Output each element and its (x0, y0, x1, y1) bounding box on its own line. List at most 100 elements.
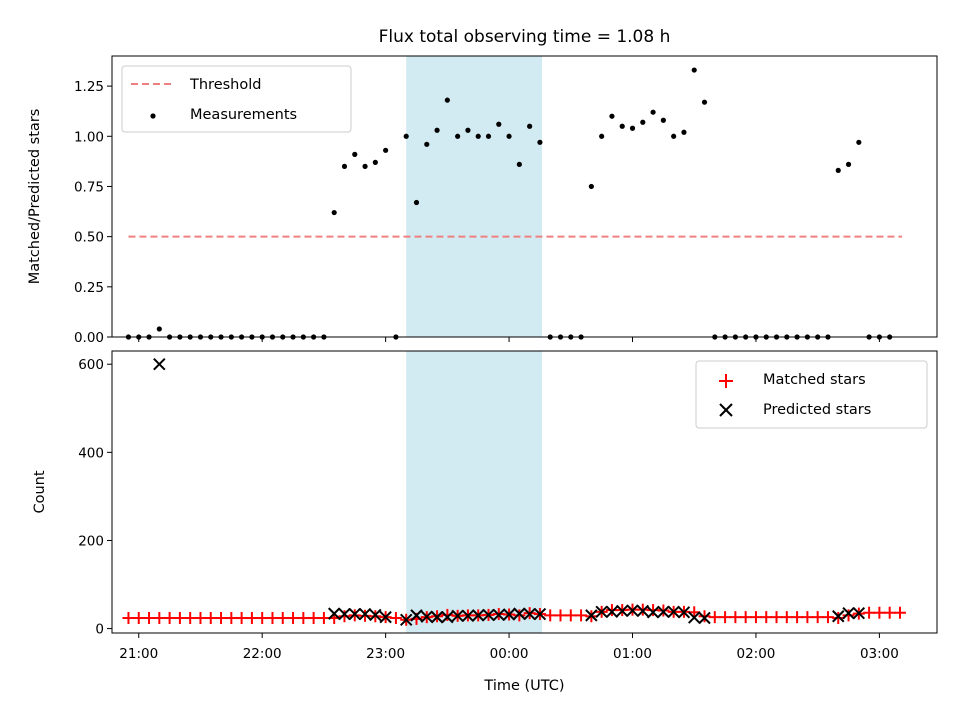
counts-y-ticks: 0 200 400 600 (78, 357, 112, 638)
x-tick-label: 22:00 (243, 646, 282, 662)
x-b (492, 608, 505, 622)
measurement-point (660, 117, 666, 123)
x-b (327, 607, 341, 620)
predicted-star-point (585, 609, 598, 622)
measurement-point (845, 161, 852, 167)
matched-star-point (307, 612, 320, 625)
matched-star-point (647, 604, 660, 617)
measurement-point (701, 99, 708, 105)
measurement-point (681, 129, 687, 135)
predicted-star-point (595, 605, 608, 619)
predicted-star-point (657, 605, 670, 619)
predicted-star-point (533, 607, 547, 621)
predicted-star-point (410, 609, 423, 622)
measurement-point (640, 119, 646, 125)
measurement-point (599, 133, 605, 139)
matched-star-point (225, 612, 238, 625)
matched-star-point (389, 612, 402, 625)
ratio-y-axis-label: Matched/Predicted stars (27, 109, 43, 285)
predicted-star-point (502, 608, 516, 621)
predicted-star-point (698, 611, 711, 625)
measurements-legend-label: Measurements (190, 107, 297, 123)
matched-star-point (276, 612, 289, 625)
predicted-star-point (482, 608, 495, 622)
ratio-legend-box (121, 65, 352, 133)
x-b (379, 610, 392, 624)
counts-legend-box (695, 360, 928, 429)
predicted-star-point (646, 606, 660, 619)
measurement-point (856, 139, 862, 145)
ratio-panel: 0.00 0.25 0.50 0.75 1.00 1.25 Flux total obse… (27, 27, 938, 346)
matched-star-point (749, 611, 762, 624)
shaded-interval (406, 56, 542, 337)
matched-star-point (163, 612, 176, 625)
measurement-point (671, 133, 677, 139)
measurement-point (362, 163, 368, 169)
x-b (626, 604, 639, 617)
matched-star-point (760, 611, 773, 624)
predicted-star-point (626, 604, 639, 617)
measurement-point (444, 97, 450, 103)
matched-star-point (770, 611, 783, 624)
ratio-shaded-region (406, 56, 542, 337)
counts-panel-frame (111, 350, 938, 634)
chart-title: Flux total observing time = 1.08 h (379, 27, 671, 47)
matched-star-point (842, 609, 855, 622)
matched-star-point (317, 612, 330, 625)
x-b (585, 609, 598, 622)
ratio-panel-frame (111, 55, 938, 338)
x-tick-label: 02:00 (736, 646, 775, 662)
measurement-point (403, 133, 409, 139)
x-b (338, 607, 351, 621)
measurement-point (835, 167, 841, 174)
x-b (369, 608, 382, 622)
matched-star-point (883, 606, 896, 619)
ratio-x-ticks (138, 337, 880, 342)
predicted-stars-legend-swatch (719, 403, 733, 417)
matched-star-point (708, 611, 721, 624)
matched-star-point (791, 611, 804, 624)
matched-star-point (441, 608, 454, 621)
x-b (461, 609, 475, 623)
y-tick-label: 0.00 (74, 330, 104, 346)
matched-stars-legend-swatch (719, 374, 733, 388)
x-b (420, 610, 433, 623)
x-tick-label: 03:00 (860, 646, 899, 662)
measurement-point (588, 183, 594, 190)
predicted-star-point (348, 607, 361, 621)
y-tick-label: 600 (78, 357, 104, 373)
x-tick-label: 01:00 (613, 646, 652, 662)
matched-star-point (873, 606, 886, 619)
x-b (472, 609, 485, 622)
predicted-star-point (616, 604, 629, 618)
matched-star-point (338, 610, 351, 623)
measurement-point (465, 127, 471, 133)
matched-star-point (605, 604, 618, 617)
predicted-star-point (605, 605, 619, 619)
measurement-point (516, 161, 522, 167)
x-b (358, 607, 372, 621)
x-b (399, 613, 413, 626)
x-b (513, 607, 526, 620)
shaded-interval (406, 351, 542, 633)
measurement-point (537, 139, 543, 145)
x-b (502, 608, 516, 621)
matched-star-point (204, 612, 217, 625)
x-b (832, 610, 845, 623)
matched-star-point (729, 611, 742, 624)
predicted-star-point (636, 604, 650, 618)
predicted-star-point (667, 605, 680, 619)
x-b (677, 606, 691, 619)
measurement-point (609, 113, 615, 119)
y-tick-label: 1.00 (74, 129, 104, 145)
matched-star-point (359, 609, 372, 622)
predicted-star-point (369, 608, 382, 622)
predicted-star-point (379, 610, 392, 624)
matched-stars-series (122, 603, 906, 626)
measurement-point (485, 133, 492, 139)
ratio-y-ticks: 0.00 0.25 0.50 0.75 1.00 1.25 (74, 79, 112, 346)
predicted-star-point (832, 610, 845, 623)
predicted-star-point (430, 610, 444, 624)
counts-legend: Matched stars Predicted stars (695, 360, 928, 429)
x-tick-label: 23:00 (366, 646, 405, 662)
